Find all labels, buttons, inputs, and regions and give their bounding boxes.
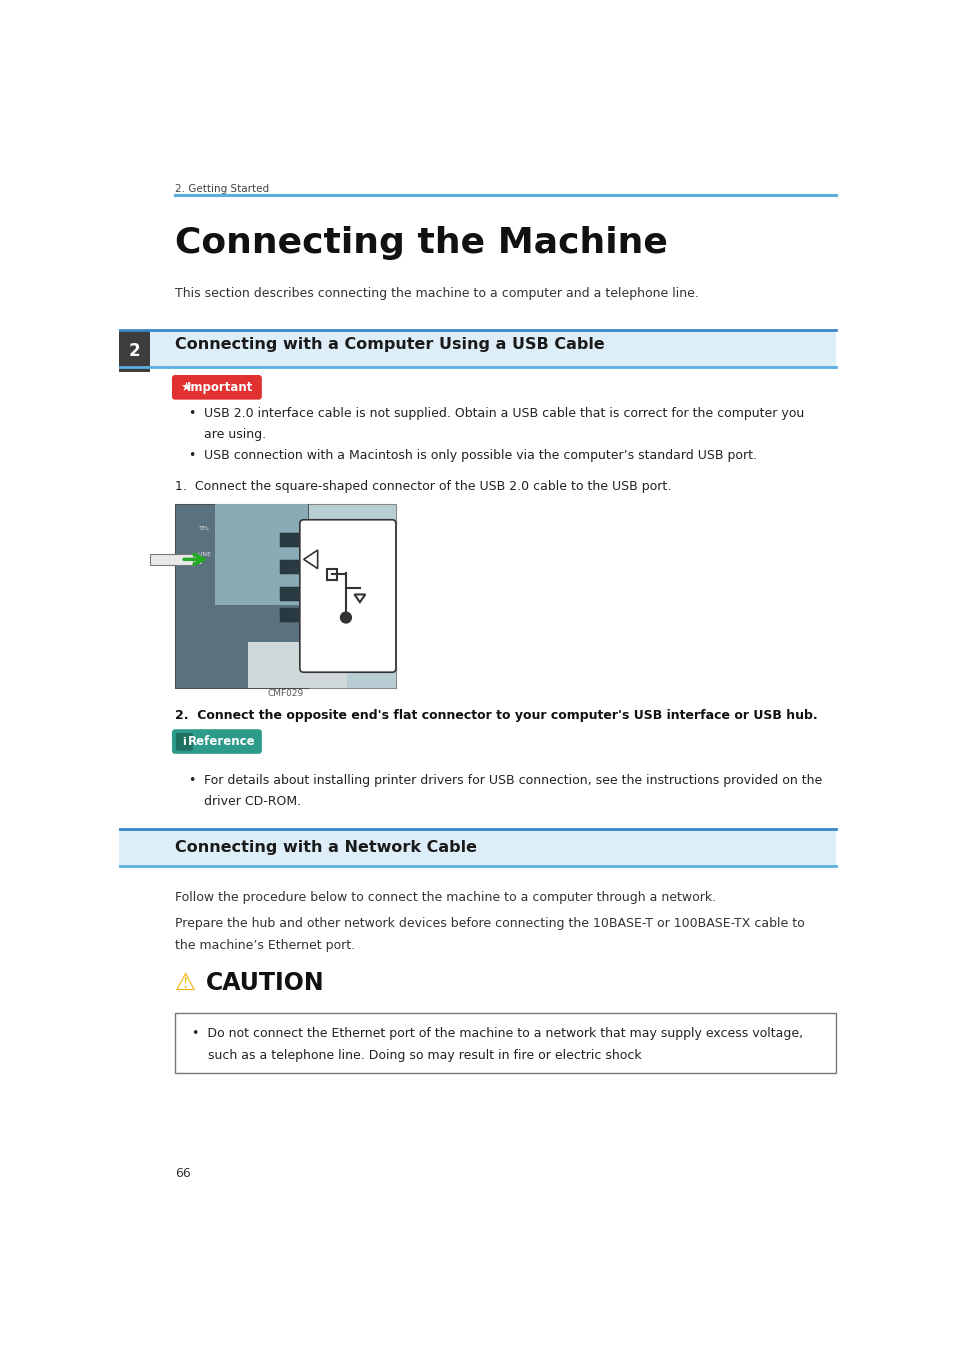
Text: CAUTION: CAUTION	[206, 971, 324, 995]
Text: Important: Important	[187, 380, 253, 394]
Text: Follow the procedure below to connect the machine to a computer through a networ: Follow the procedure below to connect th…	[174, 891, 716, 904]
Circle shape	[340, 612, 351, 623]
Text: 2. Getting Started: 2. Getting Started	[174, 184, 269, 194]
FancyBboxPatch shape	[299, 520, 395, 672]
Bar	[174, 504, 307, 688]
Text: Prepare the hub and other network devices before connecting the 10BASE-T or 100B: Prepare the hub and other network device…	[174, 917, 804, 930]
Bar	[150, 554, 195, 565]
Text: •: •	[188, 408, 195, 420]
Text: USB connection with a Macintosh is only possible via the computer’s standard USB: USB connection with a Macintosh is only …	[204, 450, 757, 462]
Bar	[193, 555, 202, 565]
Text: are using.: are using.	[204, 428, 266, 441]
Text: For details about installing printer drivers for USB connection, see the instruc: For details about installing printer dri…	[204, 774, 821, 787]
Text: ⚠: ⚠	[174, 971, 196, 995]
Bar	[280, 586, 303, 601]
Bar	[214, 504, 307, 605]
Text: USB 2.0 interface cable is not supplied. Obtain a USB cable that is correct for : USB 2.0 interface cable is not supplied.…	[204, 408, 804, 420]
Bar	[280, 608, 303, 623]
Text: such as a telephone line. Doing so may result in fire or electric shock: such as a telephone line. Doing so may r…	[192, 1049, 641, 1062]
Bar	[119, 330, 150, 372]
Bar	[119, 829, 835, 867]
Bar	[326, 569, 337, 580]
Bar	[174, 1013, 835, 1074]
Polygon shape	[303, 550, 317, 569]
Text: Connecting with a Network Cable: Connecting with a Network Cable	[174, 841, 476, 856]
Text: 66: 66	[174, 1167, 191, 1181]
Text: Reference: Reference	[188, 735, 255, 747]
Text: This section describes connecting the machine to a computer and a telephone line: This section describes connecting the ma…	[174, 287, 699, 301]
Text: TEL: TEL	[198, 525, 210, 531]
Text: CMF029: CMF029	[267, 689, 303, 699]
Text: •  Do not connect the Ethernet port of the machine to a network that may supply : • Do not connect the Ethernet port of th…	[192, 1028, 802, 1040]
Text: i: i	[182, 737, 186, 746]
Text: •: •	[188, 774, 195, 787]
Text: Connecting the Machine: Connecting the Machine	[174, 226, 667, 260]
Bar	[119, 330, 835, 367]
Bar	[280, 559, 303, 574]
Text: 1.  Connect the square-shaped connector of the USB 2.0 cable to the USB port.: 1. Connect the square-shaped connector o…	[174, 479, 671, 493]
FancyBboxPatch shape	[172, 375, 261, 399]
Bar	[174, 504, 395, 688]
Text: ★: ★	[180, 380, 192, 394]
Text: •: •	[188, 450, 195, 462]
Text: LINE: LINE	[197, 552, 212, 556]
Text: 2: 2	[129, 343, 140, 360]
Text: driver CD-ROM.: driver CD-ROM.	[204, 795, 301, 808]
Text: 2.  Connect the opposite end's flat connector to your computer's USB interface o: 2. Connect the opposite end's flat conne…	[174, 709, 817, 722]
FancyBboxPatch shape	[172, 730, 261, 754]
FancyBboxPatch shape	[175, 733, 193, 750]
Text: the machine’s Ethernet port.: the machine’s Ethernet port.	[174, 938, 355, 952]
Bar	[280, 533, 303, 547]
Text: Connecting with a Computer Using a USB Cable: Connecting with a Computer Using a USB C…	[174, 337, 604, 352]
Bar	[248, 642, 347, 688]
